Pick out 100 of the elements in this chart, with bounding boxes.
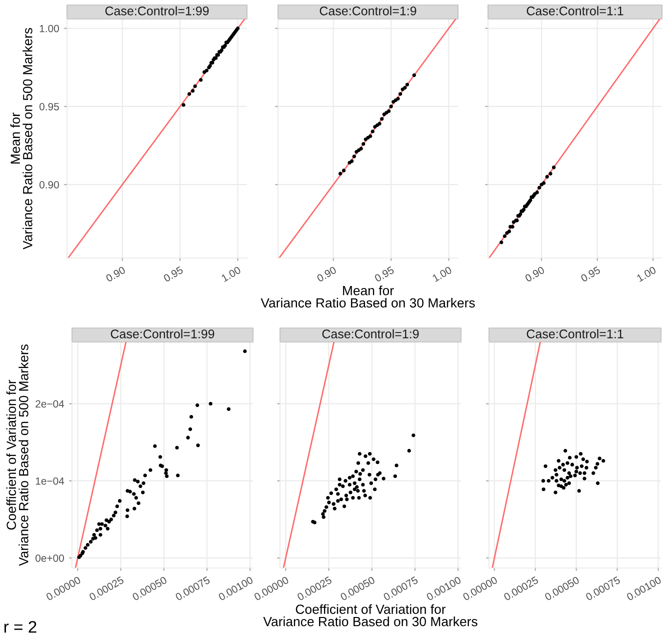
point xyxy=(126,508,130,512)
point xyxy=(332,502,336,506)
point xyxy=(556,484,560,488)
point xyxy=(556,458,560,463)
point xyxy=(336,492,340,496)
point xyxy=(398,92,402,96)
point xyxy=(199,78,203,82)
point xyxy=(98,526,102,530)
chart-title: Case:Control=1:99 xyxy=(110,329,214,338)
x-tick-label: 0.90 xyxy=(316,266,337,282)
y-tick-label: 0.90 xyxy=(39,181,59,188)
point xyxy=(138,484,142,488)
point xyxy=(164,468,168,472)
point xyxy=(602,458,606,463)
point xyxy=(403,86,407,90)
point xyxy=(344,479,348,483)
chart-title: Case:Control=1:99 xyxy=(105,6,209,16)
point xyxy=(380,117,384,121)
point xyxy=(396,96,400,101)
point xyxy=(132,478,137,482)
point xyxy=(542,487,546,492)
point xyxy=(562,468,566,472)
point xyxy=(568,456,572,460)
point xyxy=(84,546,88,550)
x-tick-label: 0.95 xyxy=(374,266,395,282)
point xyxy=(567,471,571,475)
point xyxy=(548,172,552,176)
point xyxy=(348,490,352,494)
point xyxy=(372,457,376,462)
x-tick-label: 1.00 xyxy=(221,266,242,282)
y-tick-label: 1.00 xyxy=(40,24,59,32)
point xyxy=(554,490,558,494)
chart-title: Case:Control=1:1 xyxy=(526,329,624,338)
point xyxy=(118,499,122,503)
point xyxy=(115,504,119,508)
point xyxy=(94,536,98,540)
point xyxy=(582,471,586,475)
point xyxy=(204,68,208,72)
point xyxy=(196,444,200,448)
point xyxy=(143,474,147,478)
point xyxy=(412,433,416,438)
point xyxy=(175,446,179,450)
point xyxy=(407,448,411,453)
point xyxy=(584,466,588,470)
point xyxy=(542,181,546,185)
point xyxy=(226,407,231,411)
point xyxy=(341,484,345,488)
point xyxy=(88,540,93,544)
point xyxy=(363,494,367,498)
point xyxy=(394,464,398,468)
point xyxy=(136,501,140,506)
point xyxy=(86,543,90,547)
chart-title: Case:Control=1:9 xyxy=(320,6,416,16)
point xyxy=(332,506,336,510)
point xyxy=(592,471,596,475)
point xyxy=(562,479,566,483)
point xyxy=(190,89,195,93)
point xyxy=(545,174,549,179)
point xyxy=(362,489,366,493)
point xyxy=(188,427,192,431)
point xyxy=(570,462,574,466)
point xyxy=(158,455,162,459)
point xyxy=(362,142,366,146)
point xyxy=(338,172,342,176)
point xyxy=(369,481,374,485)
point xyxy=(368,134,372,138)
point xyxy=(393,474,397,478)
point xyxy=(554,479,558,483)
point xyxy=(562,486,566,490)
point xyxy=(336,499,340,503)
point xyxy=(142,481,146,485)
point xyxy=(507,230,512,234)
point xyxy=(368,452,372,456)
x-tick-label: 1.00 xyxy=(432,266,452,282)
point xyxy=(148,468,152,472)
point xyxy=(106,526,110,530)
point xyxy=(352,487,356,492)
point xyxy=(500,240,504,244)
point xyxy=(354,470,358,474)
point xyxy=(546,479,550,483)
point xyxy=(550,476,554,480)
point xyxy=(596,481,600,485)
point xyxy=(559,477,564,482)
point xyxy=(567,481,571,485)
x-tick-label: 0.90 xyxy=(105,266,126,282)
point xyxy=(182,103,186,107)
point xyxy=(566,461,570,465)
point xyxy=(329,491,334,496)
point xyxy=(575,466,579,470)
point xyxy=(100,522,104,526)
point xyxy=(98,532,102,537)
point xyxy=(153,444,157,448)
point xyxy=(594,466,598,470)
point xyxy=(566,476,570,480)
y-tick-label: 1e−04 xyxy=(36,477,64,485)
point xyxy=(537,186,542,190)
point xyxy=(355,485,359,489)
point xyxy=(596,462,600,466)
point xyxy=(92,532,96,537)
point xyxy=(348,476,352,480)
